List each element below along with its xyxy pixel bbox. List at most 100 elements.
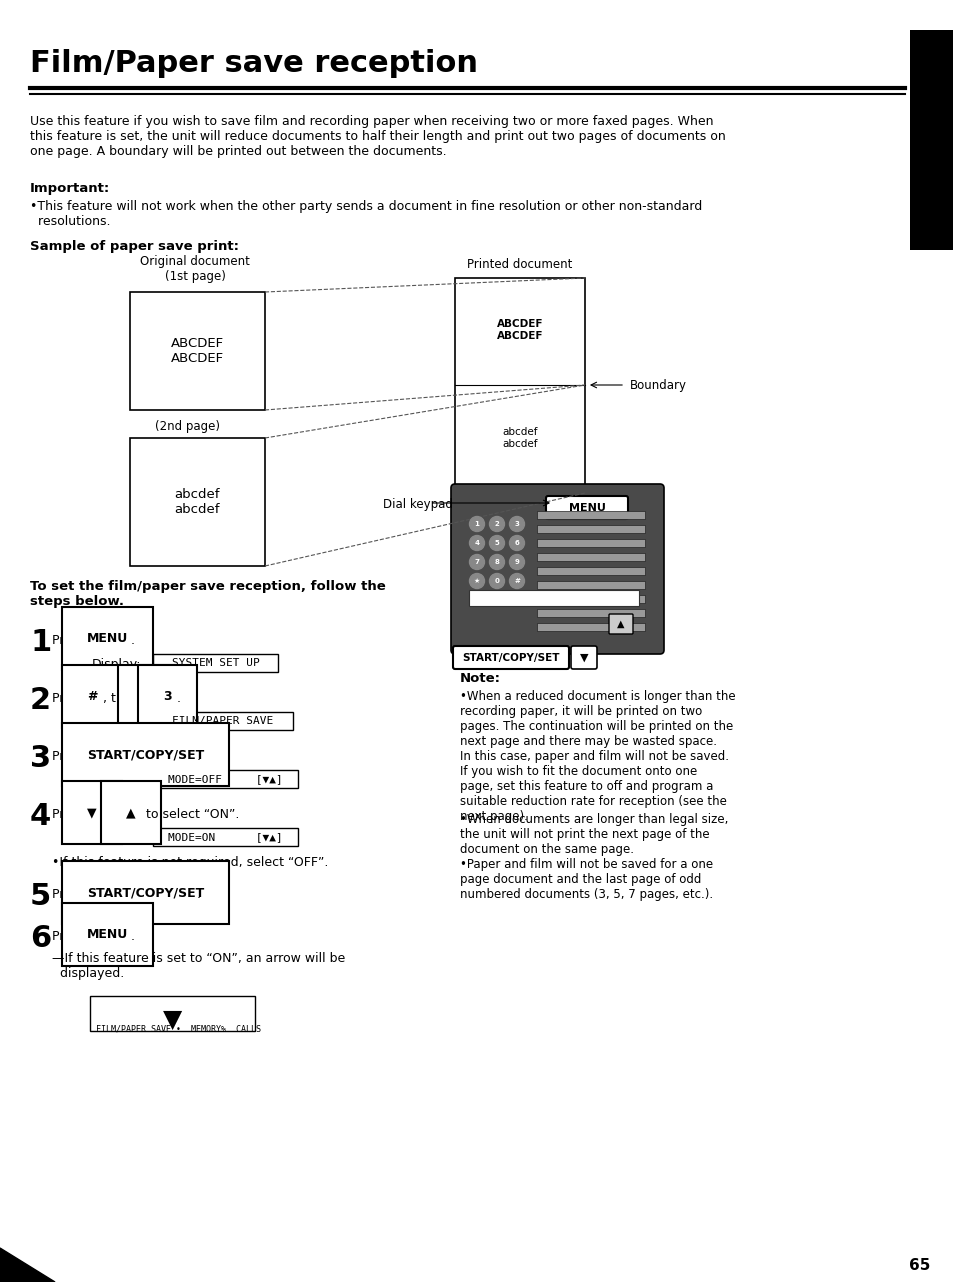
FancyBboxPatch shape	[608, 614, 633, 635]
Text: abcdef
abcdef: abcdef abcdef	[174, 488, 220, 515]
Circle shape	[509, 555, 524, 569]
Text: Press: Press	[52, 750, 89, 763]
Text: .: .	[131, 635, 135, 647]
Text: •If this feature is not required, select “OFF”.: •If this feature is not required, select…	[52, 856, 328, 869]
Text: 6: 6	[30, 924, 51, 953]
Text: Important:: Important:	[30, 182, 111, 195]
Circle shape	[469, 573, 484, 588]
Text: MENU: MENU	[568, 503, 605, 513]
Text: 9: 9	[514, 559, 518, 565]
Text: .: .	[196, 750, 201, 763]
Text: ABCDEF
ABCDEF: ABCDEF ABCDEF	[171, 337, 224, 365]
Text: •Paper and film will not be saved for a one
page document and the last page of o: •Paper and film will not be saved for a …	[459, 858, 713, 901]
Circle shape	[489, 573, 504, 588]
Text: to select “ON”.: to select “ON”.	[142, 808, 239, 820]
Text: #: #	[514, 578, 519, 585]
Text: Original document
(1st page): Original document (1st page)	[140, 255, 250, 283]
Text: •When a reduced document is longer than the
recording paper, it will be printed : •When a reduced document is longer than …	[459, 690, 735, 823]
Bar	[130, 292, 265, 410]
Text: Press: Press	[52, 929, 89, 944]
Circle shape	[509, 573, 524, 588]
Circle shape	[469, 536, 484, 550]
Bar	[455, 278, 584, 494]
Text: Dial keypad: Dial keypad	[383, 497, 453, 512]
Text: ▼: ▼	[87, 806, 96, 819]
Circle shape	[469, 555, 484, 569]
Text: START/COPY/SET: START/COPY/SET	[87, 886, 204, 899]
Text: .: .	[131, 929, 135, 944]
Text: ABCDEF
ABCDEF: ABCDEF ABCDEF	[497, 319, 542, 341]
Bar	[537, 623, 644, 631]
Text: or: or	[103, 808, 124, 820]
Bar	[152, 770, 297, 788]
Text: •This feature will not work when the other party sends a document in fine resolu: •This feature will not work when the oth…	[30, 200, 701, 228]
FancyBboxPatch shape	[453, 646, 568, 669]
Bar	[537, 581, 644, 588]
Text: .: .	[177, 692, 181, 705]
Circle shape	[469, 517, 484, 532]
Text: ▼: ▼	[579, 653, 588, 663]
Text: Sample of paper save print:: Sample of paper save print:	[30, 240, 239, 253]
Text: 4: 4	[474, 540, 479, 546]
Text: ▲: ▲	[126, 806, 135, 819]
Circle shape	[509, 536, 524, 550]
Text: 5: 5	[30, 882, 51, 912]
Text: 7: 7	[474, 559, 479, 565]
Text: MENU: MENU	[87, 928, 128, 941]
Bar	[152, 828, 297, 846]
Text: MODE=OFF     [▼▲]: MODE=OFF [▼▲]	[168, 774, 283, 785]
Text: 2: 2	[494, 520, 498, 527]
Text: SYSTEM SET UP: SYSTEM SET UP	[172, 658, 259, 668]
Text: 0: 0	[494, 578, 499, 585]
Text: 2: 2	[30, 686, 51, 715]
Text: 4: 4	[30, 803, 51, 831]
Polygon shape	[0, 1247, 55, 1282]
Text: 1: 1	[474, 520, 479, 527]
Text: •When documents are longer than legal size,
the unit will not print the next pag: •When documents are longer than legal si…	[459, 813, 727, 856]
Text: ▼: ▼	[163, 1008, 182, 1032]
Text: Press: Press	[52, 692, 89, 705]
Bar	[537, 567, 644, 576]
Bar	[152, 712, 293, 729]
Bar	[469, 590, 639, 606]
Text: 3: 3	[143, 690, 152, 703]
Bar	[537, 595, 644, 603]
Bar	[537, 526, 644, 533]
Text: Use this feature if you wish to save film and recording paper when receiving two: Use this feature if you wish to save fil…	[30, 115, 725, 158]
Bar	[537, 553, 644, 562]
Bar	[90, 996, 254, 1031]
Text: FILM/PAPER SAVE: FILM/PAPER SAVE	[172, 717, 274, 726]
Text: 6: 6	[514, 540, 518, 546]
Text: 8: 8	[494, 559, 499, 565]
Text: ▲: ▲	[617, 619, 624, 629]
Text: 3: 3	[163, 690, 172, 703]
FancyBboxPatch shape	[545, 496, 627, 519]
Text: Display:: Display:	[91, 658, 141, 670]
Text: Press: Press	[52, 635, 89, 647]
Text: Film/Paper save reception: Film/Paper save reception	[30, 49, 477, 78]
Text: Boundary: Boundary	[629, 378, 686, 391]
Text: MENU: MENU	[87, 632, 128, 645]
Bar	[537, 609, 644, 617]
Text: .: .	[196, 888, 201, 901]
Circle shape	[489, 517, 504, 532]
Text: ★: ★	[474, 578, 479, 585]
Text: Press: Press	[52, 888, 89, 901]
Text: Note:: Note:	[459, 672, 500, 685]
FancyBboxPatch shape	[451, 485, 663, 654]
Text: 3: 3	[30, 744, 51, 773]
Circle shape	[489, 555, 504, 569]
Bar	[130, 438, 265, 565]
Bar	[152, 654, 277, 672]
Text: FILM/PAPER SAVE •  MEMORY%  CALLS: FILM/PAPER SAVE • MEMORY% CALLS	[96, 1026, 261, 1035]
Text: 65: 65	[908, 1258, 930, 1273]
Text: MODE=ON      [▼▲]: MODE=ON [▼▲]	[168, 832, 283, 842]
Text: 3: 3	[514, 520, 518, 527]
Bar	[537, 538, 644, 547]
Text: (2nd page): (2nd page)	[154, 420, 220, 433]
FancyBboxPatch shape	[571, 646, 597, 669]
Text: 5: 5	[494, 540, 498, 546]
Text: Printed document: Printed document	[467, 258, 572, 271]
Text: abcdef
abcdef: abcdef abcdef	[501, 427, 537, 449]
Text: To set the film/paper save reception, follow the
steps below.: To set the film/paper save reception, fo…	[30, 579, 385, 608]
